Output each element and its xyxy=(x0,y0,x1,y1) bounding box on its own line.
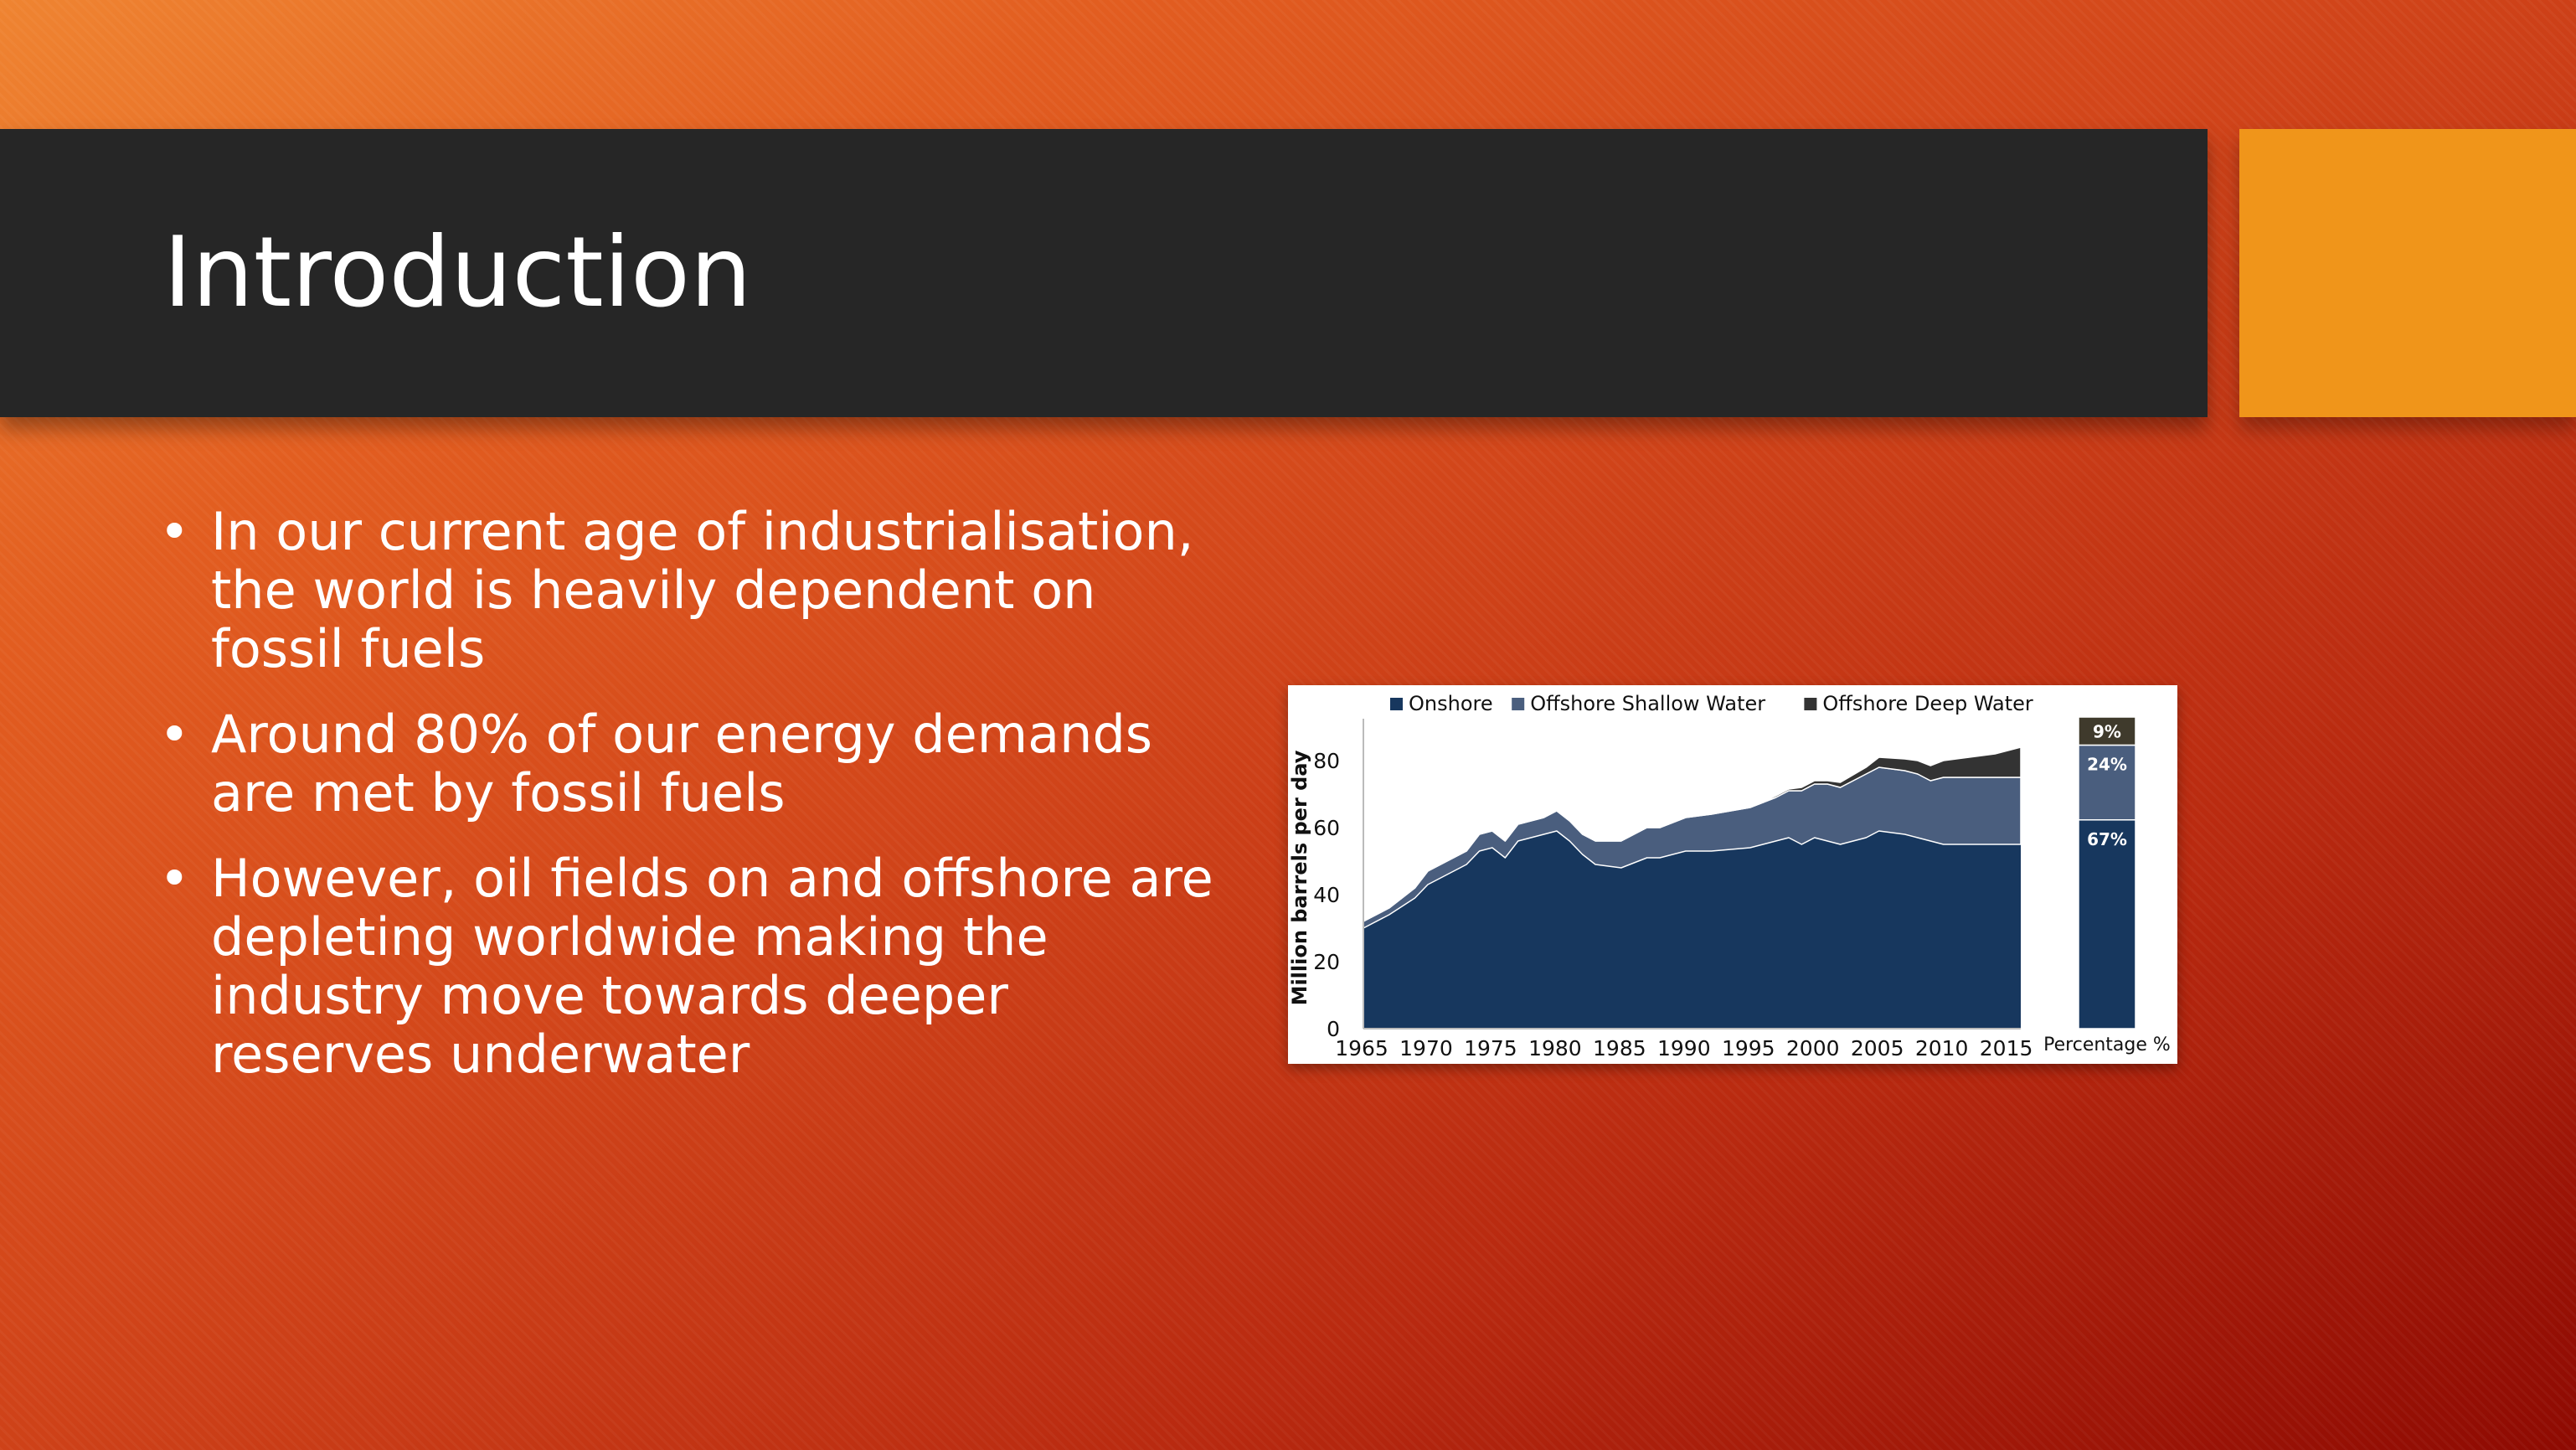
percentage-label: 9% xyxy=(2093,722,2121,742)
percentage-segment xyxy=(2078,744,2136,821)
percentage-axis-label: Percentage % xyxy=(2043,1035,2171,1055)
x-tick-label: 1980 xyxy=(1528,1036,1582,1060)
x-tick-label: 2000 xyxy=(1786,1036,1840,1060)
area-series-onshore xyxy=(1363,831,2021,1029)
oil-production-chart: 0 20 40 60 80 1965 1970 1975 1980 1985 1990 1995 200… xyxy=(1288,685,2177,1064)
x-tick-label: 1965 xyxy=(1335,1036,1388,1060)
bullet-item: • In our current age of industrialisation… xyxy=(159,503,1214,679)
x-tick-label: 2010 xyxy=(1915,1036,1969,1060)
bullet-glyph: • xyxy=(159,501,190,562)
x-tick-label: 2015 xyxy=(1980,1036,2033,1060)
legend-swatch xyxy=(1390,698,1403,710)
x-tick-label: 1985 xyxy=(1593,1036,1646,1060)
x-tick-label: 2005 xyxy=(1851,1036,1904,1060)
y-tick-label: 20 xyxy=(1313,950,1340,974)
percentage-label: 67% xyxy=(2087,829,2127,849)
x-tick-label: 1990 xyxy=(1657,1036,1711,1060)
x-tick-label: 1975 xyxy=(1464,1036,1517,1060)
bullet-item: • However, oil fields on and offshore are… xyxy=(159,849,1214,1084)
y-tick-label: 60 xyxy=(1313,816,1340,840)
bullet-item: • Around 80% of our energy demands are me… xyxy=(159,705,1214,823)
x-tick-label: 1995 xyxy=(1722,1036,1775,1060)
y-axis-label: Million barrels per day xyxy=(1288,750,1311,1005)
legend-label: Offshore Deep Water xyxy=(1822,692,2033,715)
legend-swatch xyxy=(1512,698,1525,710)
bullet-list: • In our current age of industrialisation… xyxy=(159,503,1214,1111)
y-tick-label: 0 xyxy=(1327,1017,1340,1041)
bullet-glyph: • xyxy=(159,704,190,765)
x-tick-label: 1970 xyxy=(1399,1036,1453,1060)
percentage-segment xyxy=(2078,716,2136,746)
legend-label: Offshore Shallow Water xyxy=(1530,692,1765,715)
bullet-text: Around 80% of our energy demands are met… xyxy=(211,704,1153,823)
slide-title: Introduction xyxy=(163,216,752,329)
chart-canvas: 0 20 40 60 80 1965 1970 1975 1980 1985 1990 1995 200… xyxy=(1288,692,2171,1060)
y-tick-label: 80 xyxy=(1313,749,1340,773)
title-bar: Introduction xyxy=(0,129,2208,417)
legend-label: Onshore xyxy=(1409,692,1493,715)
bullet-text: In our current age of industrialisation,… xyxy=(211,501,1194,679)
y-tick-label: 40 xyxy=(1313,883,1340,907)
percentage-label: 24% xyxy=(2087,754,2127,774)
percentage-segment xyxy=(2078,819,2136,1029)
accent-box xyxy=(2239,129,2576,417)
bullet-glyph: • xyxy=(159,848,190,909)
legend-swatch xyxy=(1804,698,1817,710)
bullet-text: However, oil fields on and offshore are … xyxy=(211,848,1213,1085)
area-series-offshore-deep-water xyxy=(1363,746,2022,922)
